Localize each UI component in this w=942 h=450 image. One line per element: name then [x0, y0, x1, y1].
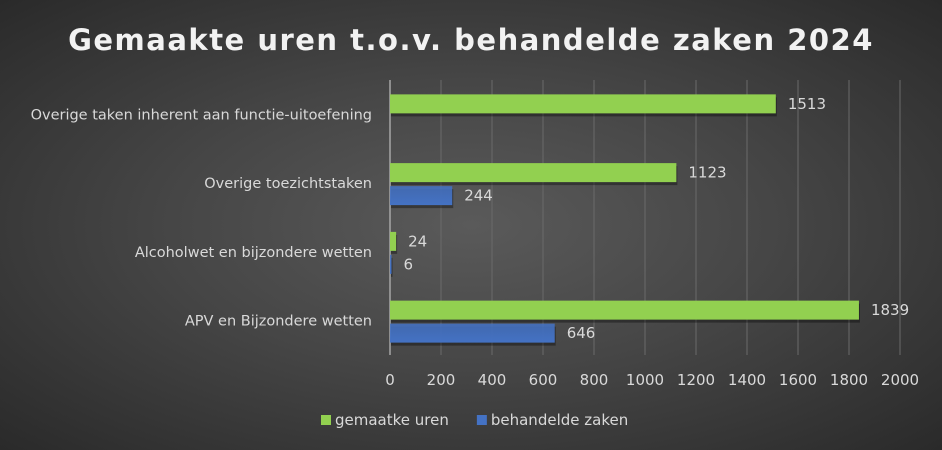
x-tick-label: 1400	[728, 371, 766, 389]
category-label: APV en Bijzondere wetten	[185, 314, 372, 330]
bar-behandelde-zaken	[390, 254, 392, 274]
legend-label: behandelde zaken	[491, 411, 628, 429]
legend-item: behandelde zaken	[476, 411, 628, 429]
bar-behandelde-zaken	[390, 186, 453, 206]
bar-behandelde-zaken	[390, 323, 555, 343]
bar-gemaatke-uren	[390, 163, 677, 183]
x-tick-label: 800	[580, 371, 609, 389]
x-tick-label: 600	[529, 371, 558, 389]
x-tick-label: 1000	[626, 371, 664, 389]
data-label: 24	[408, 232, 427, 250]
x-tick-label: 400	[478, 371, 507, 389]
bar-gemaatke-uren	[390, 300, 859, 320]
x-tick-label: 1200	[677, 371, 715, 389]
legend-item: gemaatke uren	[321, 411, 449, 429]
chart-title: Gemaakte uren t.o.v. behandelde zaken 20…	[68, 23, 874, 57]
x-tick-label: 200	[427, 371, 456, 389]
category-label: Overige taken inherent aan functie-uitoe…	[31, 107, 372, 123]
category-label: Alcoholwet en bijzondere wetten	[135, 245, 372, 261]
x-tick-label: 1600	[779, 371, 817, 389]
data-label: 1513	[788, 95, 826, 113]
data-label: 6	[404, 255, 414, 273]
data-label: 1839	[871, 301, 909, 319]
data-label: 244	[464, 187, 493, 205]
legend-swatch	[321, 415, 331, 425]
legend-swatch	[476, 415, 487, 425]
bar-gemaatke-uren	[390, 94, 776, 114]
bar-shadow	[391, 257, 393, 277]
bar-gemaatke-uren	[390, 231, 397, 251]
data-label: 1123	[688, 164, 726, 182]
x-tick-label: 0	[385, 371, 395, 389]
legend-label: gemaatke uren	[335, 411, 449, 429]
x-tick-label: 2000	[881, 371, 919, 389]
category-label: Overige toezichtstaken	[204, 176, 372, 192]
data-label: 646	[567, 324, 596, 342]
x-tick-label: 1800	[830, 371, 868, 389]
